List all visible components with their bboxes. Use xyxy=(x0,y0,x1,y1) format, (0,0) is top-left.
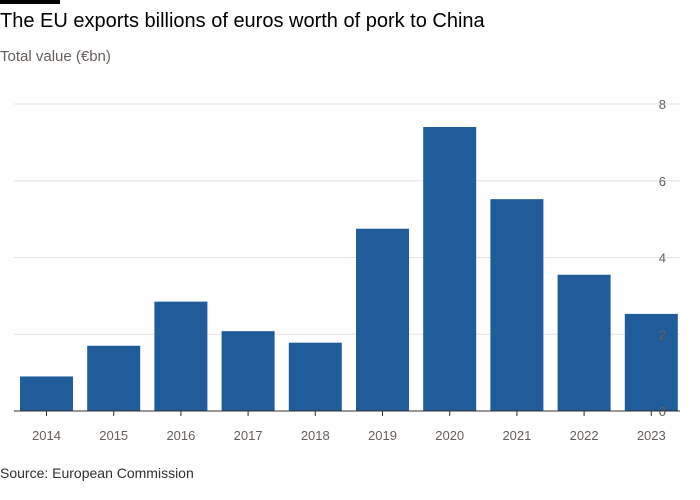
x-tick-label: 2014 xyxy=(32,428,61,443)
bar-2021 xyxy=(490,199,544,411)
bar-2019 xyxy=(356,228,409,411)
bar-2023 xyxy=(624,313,678,411)
bar-2017 xyxy=(221,331,275,411)
x-tick-label: 2023 xyxy=(637,428,666,443)
x-tick-label: 2016 xyxy=(166,428,195,443)
bar-2018 xyxy=(288,342,342,411)
bars xyxy=(20,127,678,412)
y-tick-label: 4 xyxy=(659,251,666,266)
bar-2015 xyxy=(87,345,141,411)
brand-top-rule xyxy=(0,0,60,4)
y-tick-label: 6 xyxy=(659,174,666,189)
bar-2022 xyxy=(557,274,611,411)
x-tick-label: 2020 xyxy=(435,428,464,443)
chart-title: The EU exports billions of euros worth o… xyxy=(0,10,485,32)
bar-chart: 0246820142015201620172018201920202021202… xyxy=(14,97,680,443)
x-tick-label: 2015 xyxy=(99,428,128,443)
x-tick-label: 2019 xyxy=(368,428,397,443)
y-tick-label: 8 xyxy=(659,97,666,112)
x-tick-label: 2017 xyxy=(234,428,263,443)
bar-2014 xyxy=(20,376,73,411)
x-tick-label: 2021 xyxy=(502,428,531,443)
bar-2020 xyxy=(423,127,477,412)
x-tick-label: 2022 xyxy=(570,428,599,443)
bar-2016 xyxy=(154,301,208,411)
axes: 0246820142015201620172018201920202021202… xyxy=(14,97,680,443)
y-tick-label: 2 xyxy=(659,327,666,342)
chart-subtitle: Total value (€bn) xyxy=(0,48,111,65)
x-tick-label: 2018 xyxy=(301,428,330,443)
source-note: Source: European Commission xyxy=(0,465,194,481)
